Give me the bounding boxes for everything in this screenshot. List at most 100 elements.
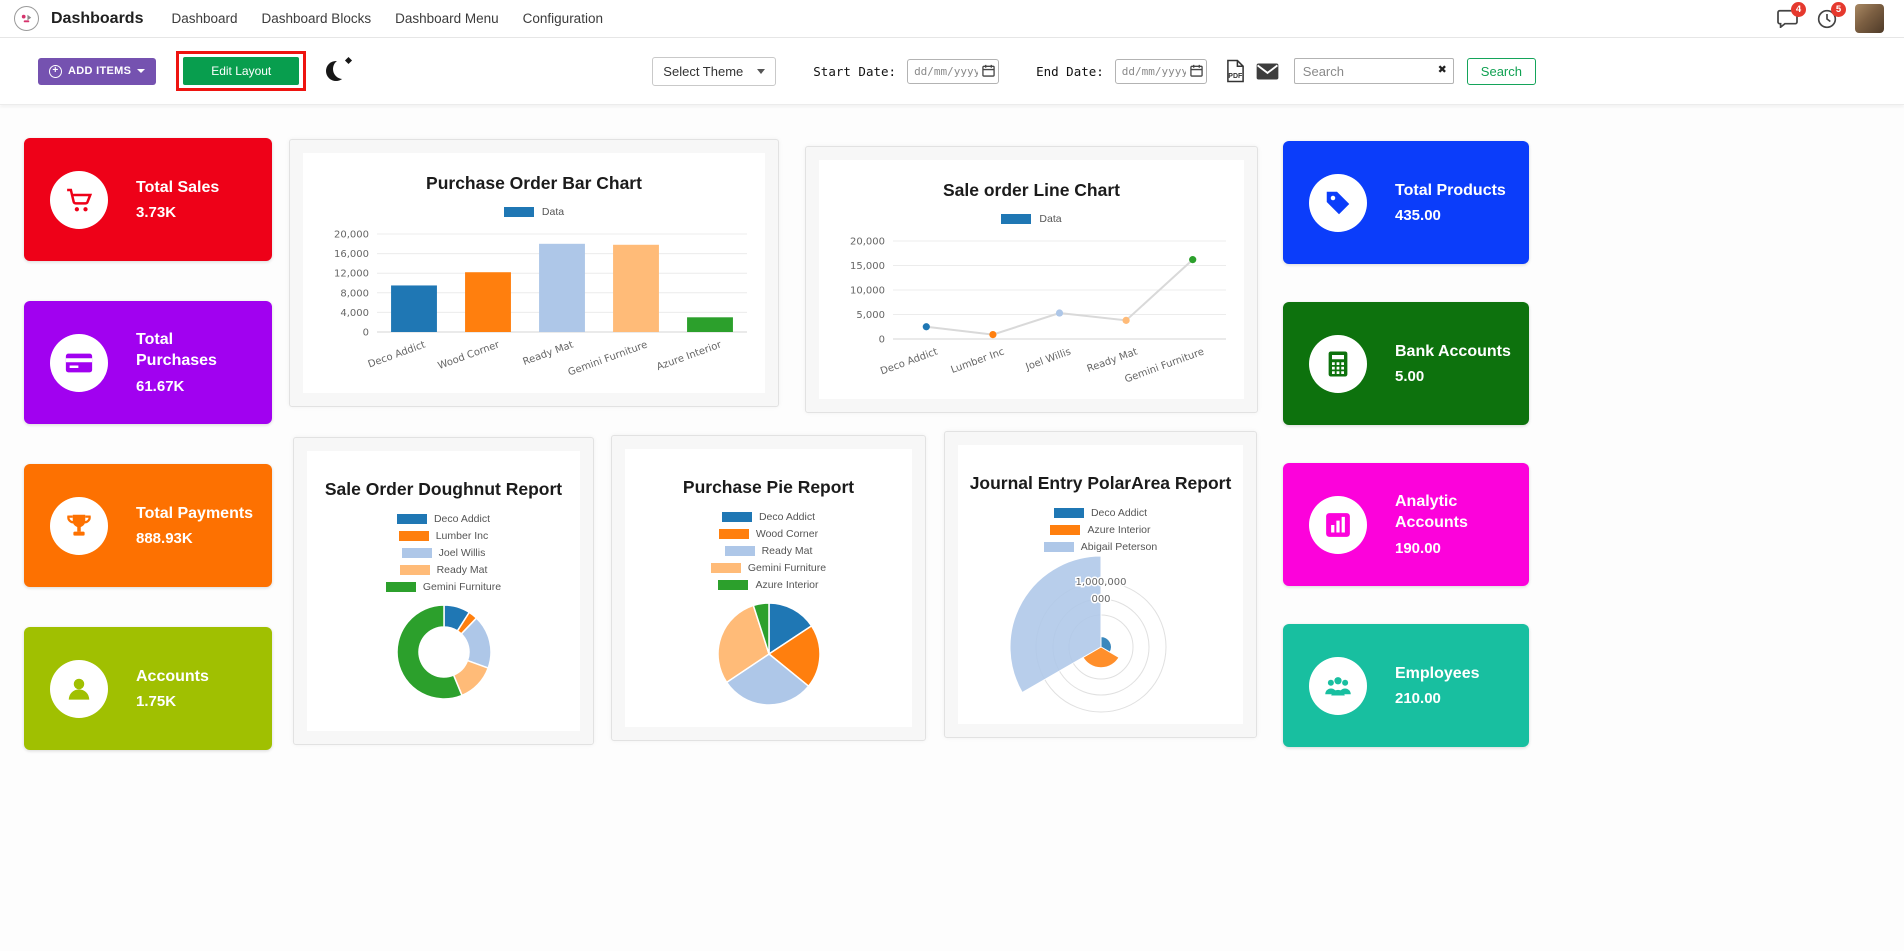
messages-badge: 4 xyxy=(1791,1,1806,17)
dark-mode-toggle[interactable] xyxy=(326,56,353,84)
start-date-input[interactable] xyxy=(907,58,1000,84)
legend-item[interactable]: Azure Interior xyxy=(718,579,819,591)
legend-swatch xyxy=(1050,524,1081,535)
svg-text:Lumber Inc: Lumber Inc xyxy=(949,346,1005,376)
svg-text:20,000: 20,000 xyxy=(334,230,369,241)
end-date-input[interactable] xyxy=(1114,58,1207,84)
add-items-button[interactable]: ADD ITEMS xyxy=(38,57,157,85)
chevron-down-icon xyxy=(757,68,766,74)
chart-panel: Purchase Order Bar Chart Data 0 4,000 8,000… xyxy=(303,153,765,393)
kpi-label: Analytic Accounts xyxy=(1395,493,1468,531)
menu-dashboard-menu[interactable]: Dashboard Menu xyxy=(395,11,499,26)
legend-item[interactable]: Gemini Furniture xyxy=(710,562,826,574)
svg-text:1,000,000: 1,000,000 xyxy=(1075,577,1126,588)
chart-panel: Sale order Line Chart Data 0 5,000 10,000 15… xyxy=(819,160,1244,399)
legend-label: Deco Addict xyxy=(433,512,491,525)
menu-dashboard-blocks[interactable]: Dashboard Blocks xyxy=(261,11,372,26)
legend-item[interactable]: Ready Mat xyxy=(399,564,487,576)
svg-text:Ready Mat: Ready Mat xyxy=(1086,346,1140,374)
svg-text:12,000: 12,000 xyxy=(334,269,369,280)
legend-item[interactable]: Abigail Peterson xyxy=(1043,540,1158,553)
theme-select[interactable]: Select Theme xyxy=(652,56,777,86)
chart-title: Sale order Line Chart xyxy=(943,180,1120,200)
legend-label: Data xyxy=(1039,213,1062,225)
legend-label: Data xyxy=(541,206,565,218)
user-avatar[interactable] xyxy=(1855,4,1884,33)
legend-swatch xyxy=(710,562,741,573)
plus-circle-icon xyxy=(49,64,62,78)
legend-item[interactable]: Joel Willis xyxy=(401,546,486,559)
kpi-value: 1.75K xyxy=(136,693,177,711)
svg-text:5,000: 5,000 xyxy=(856,310,885,321)
legend-item[interactable]: Deco Addict xyxy=(721,511,815,523)
legend-swatch xyxy=(721,511,752,522)
toolbar-left: ADD ITEMS Edit Layout xyxy=(38,51,353,91)
top-navbar: Dashboards Dashboard Dashboard Blocks Da… xyxy=(0,0,1904,38)
credit-card-icon xyxy=(50,333,108,392)
main-menu: Dashboard Dashboard Blocks Dashboard Men… xyxy=(159,11,615,26)
chart-legend[interactable]: Data xyxy=(1001,213,1062,225)
kpi-text: Total Payments 888.93K xyxy=(136,504,253,548)
users-icon xyxy=(1309,656,1367,715)
chart-title: Sale Order Doughnut Report xyxy=(324,479,563,499)
user-icon xyxy=(50,659,108,718)
legend-item[interactable]: Ready Mat xyxy=(724,545,812,557)
chart-legend[interactable]: Data xyxy=(503,206,565,218)
add-items-label: ADD ITEMS xyxy=(68,65,132,77)
kpi-tile-total-sales[interactable]: Total Sales 3.73K xyxy=(24,138,272,261)
sale-order-line-chart: Data 0 5,000 10,000 15,000 20,000 Deco Addict L… xyxy=(819,201,1244,399)
legend-label: Wood Corner xyxy=(755,527,819,540)
legend-swatch xyxy=(1043,541,1074,552)
edit-layout-button[interactable]: Edit Layout xyxy=(183,57,300,85)
kpi-label: Employees xyxy=(1395,664,1480,682)
sparkle-icon xyxy=(345,56,353,65)
svg-text:10,000: 10,000 xyxy=(850,286,885,297)
legend-item[interactable]: Gemini Furniture xyxy=(385,580,502,593)
purchase-pie-chart: Deco Addict Wood Corner Ready Mat Gemini Fu… xyxy=(625,498,912,727)
menu-dashboard[interactable]: Dashboard xyxy=(171,11,238,26)
cart-icon xyxy=(50,170,108,229)
search-input[interactable] xyxy=(1293,58,1454,84)
legend-item[interactable]: Lumber Inc xyxy=(398,529,489,542)
legend-label: Abigail Peterson xyxy=(1080,540,1158,553)
chart-title: Purchase Order Bar Chart xyxy=(426,173,642,193)
kpi-value: 190.00 xyxy=(1395,539,1441,557)
apps-menu-icon[interactable] xyxy=(14,6,39,31)
messages-icon[interactable]: 4 xyxy=(1775,1,1806,31)
nav-left: Dashboards Dashboard Dashboard Blocks Da… xyxy=(14,6,615,31)
legend-item[interactable]: Azure Interior xyxy=(1050,524,1151,536)
search-button[interactable]: Search xyxy=(1466,57,1536,85)
kpi-value: 5.00 xyxy=(1395,368,1425,386)
kpi-tile-total-payments[interactable]: Total Payments 888.93K xyxy=(24,464,272,587)
menu-configuration[interactable]: Configuration xyxy=(522,11,603,26)
kpi-column-right: Total Products 435.00 Bank Accounts 5.00 Ana… xyxy=(1283,141,1529,747)
kpi-label: Bank Accounts xyxy=(1395,342,1511,360)
activities-clock-icon[interactable]: 5 xyxy=(1815,1,1846,31)
kpi-tile-total-purchases[interactable]: Total Purchases 61.67K xyxy=(24,301,272,424)
search-box: ✖ xyxy=(1293,58,1454,84)
kpi-tile-employees[interactable]: Employees 210.00 xyxy=(1283,624,1529,747)
kpi-text: Total Purchases 61.67K xyxy=(136,330,258,395)
clear-search-icon[interactable]: ✖ xyxy=(1437,64,1447,76)
legend-item[interactable]: Deco Addict xyxy=(1053,507,1147,519)
send-mail-icon[interactable] xyxy=(1256,62,1279,80)
legend-label: Joel Willis xyxy=(438,546,486,559)
caret-down-icon xyxy=(137,69,146,73)
svg-text:0: 0 xyxy=(879,335,885,346)
kpi-tile-bank-accounts[interactable]: Bank Accounts 5.00 xyxy=(1283,302,1529,425)
legend-swatch xyxy=(385,581,416,592)
legend-swatch xyxy=(724,545,755,556)
export-pdf-icon[interactable]: PDF xyxy=(1226,59,1245,83)
kpi-tile-accounts[interactable]: Accounts 1.75K xyxy=(24,627,272,750)
kpi-tile-analytic-accounts[interactable]: Analytic Accounts 190.00 xyxy=(1283,463,1529,586)
legend-item[interactable]: Deco Addict xyxy=(396,512,491,525)
legend-item[interactable]: Wood Corner xyxy=(718,527,819,540)
end-date-label: End Date: xyxy=(1036,63,1104,79)
kpi-label: Total Purchases xyxy=(136,331,217,369)
kpi-tile-total-products[interactable]: Total Products 435.00 xyxy=(1283,141,1529,264)
legend-swatch xyxy=(1053,507,1084,518)
legend-label: Gemini Furniture xyxy=(422,580,502,593)
annotation-highlight-box: Edit Layout xyxy=(176,51,307,91)
legend-label: Lumber Inc xyxy=(435,529,489,542)
